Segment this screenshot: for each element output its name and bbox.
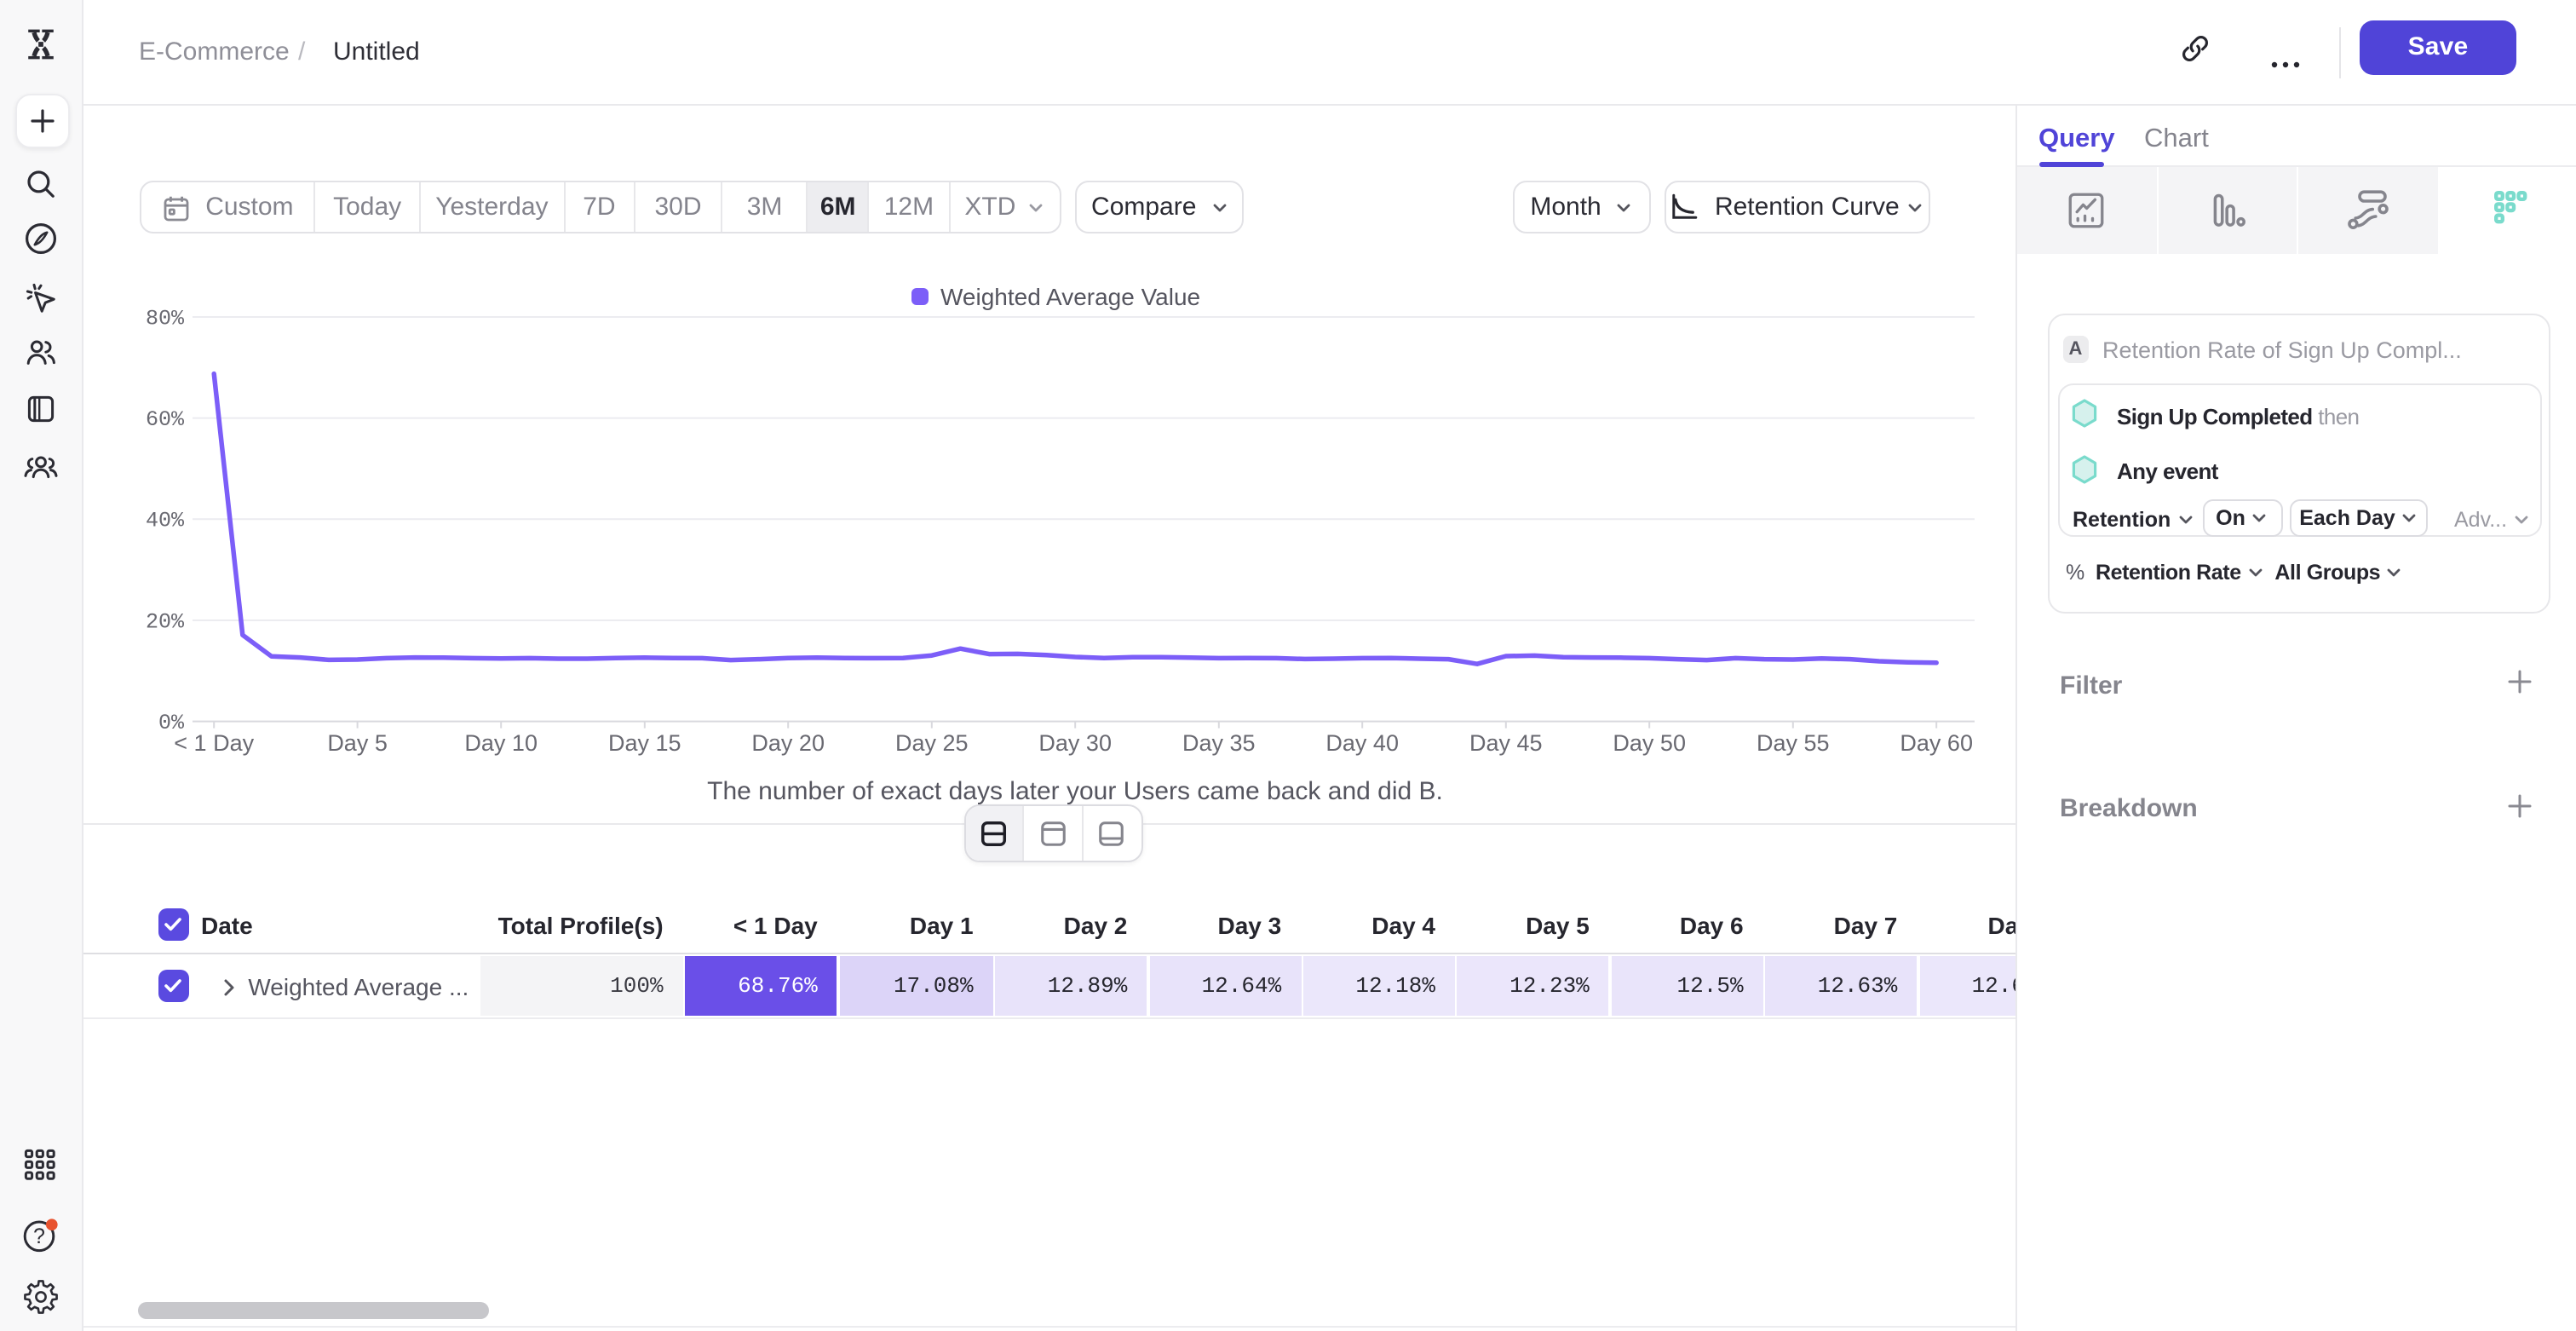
svg-text:Day 55: Day 55 [1757, 730, 1830, 756]
svg-text:Day 50: Day 50 [1613, 730, 1686, 756]
svg-text:Day 20: Day 20 [751, 730, 825, 756]
svg-text:Day 60: Day 60 [1900, 730, 1973, 756]
svg-text:< 1 Day: < 1 Day [174, 730, 254, 756]
svg-text:?: ? [33, 1224, 45, 1248]
svg-text:Day 30: Day 30 [1038, 730, 1112, 756]
svg-text:Day 15: Day 15 [608, 730, 681, 756]
svg-text:40%: 40% [146, 509, 185, 533]
svg-text:20%: 20% [146, 609, 185, 634]
svg-text:Day 45: Day 45 [1469, 730, 1543, 756]
svg-text:0%: 0% [158, 711, 185, 735]
svg-text:60%: 60% [146, 407, 185, 432]
svg-text:80%: 80% [146, 306, 185, 331]
svg-text:Day 5: Day 5 [327, 730, 388, 756]
svg-text:Day 40: Day 40 [1325, 730, 1399, 756]
svg-text:Day 35: Day 35 [1182, 730, 1256, 756]
svg-text:Day 10: Day 10 [464, 730, 538, 756]
svg-text:Day 25: Day 25 [895, 730, 969, 756]
